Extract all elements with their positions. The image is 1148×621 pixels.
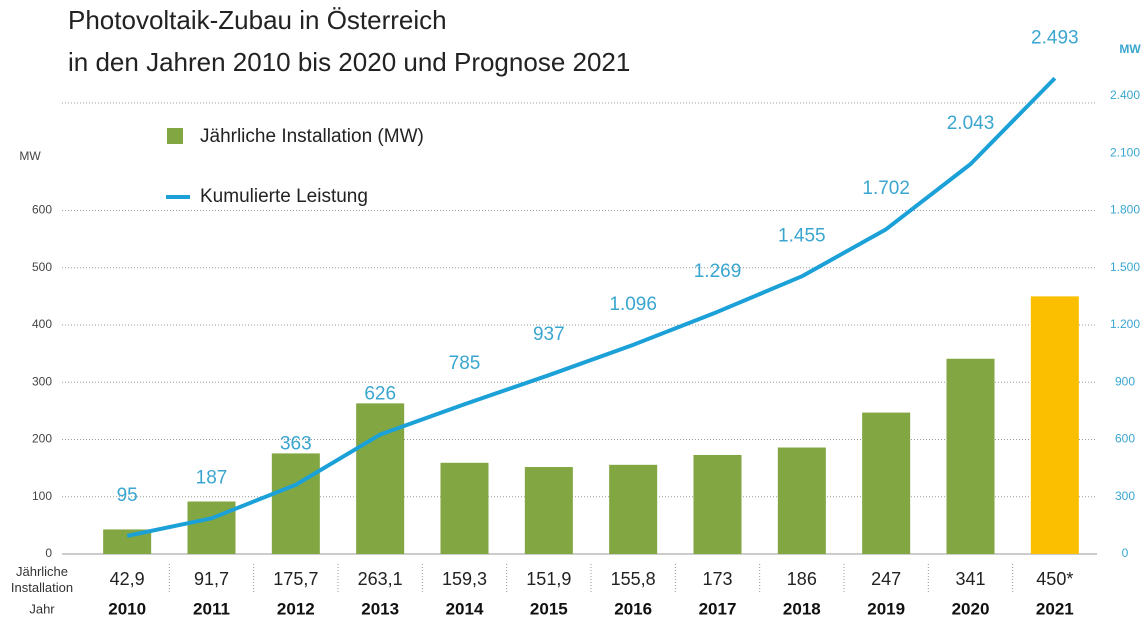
x-tick-label: 2016	[614, 599, 652, 618]
bar	[187, 501, 236, 554]
y-tick-label: 400	[32, 317, 52, 331]
x-tick-label: 2021	[1036, 599, 1074, 618]
y2-tick-label: 1.200	[1110, 317, 1140, 331]
y-tick-label: 600	[32, 203, 52, 217]
y-tick-label: 300	[32, 374, 52, 388]
y2-axis-label: MW	[1119, 42, 1141, 56]
bar	[1030, 296, 1079, 554]
y2-tick-label: 2.400	[1110, 88, 1140, 102]
bar-value-label: 91,7	[194, 569, 229, 589]
y-axis-label: MW	[19, 149, 41, 163]
bar	[524, 467, 573, 554]
row-label-categories: Jahr	[29, 601, 55, 616]
x-tick-label: 2012	[277, 599, 315, 618]
x-tick-label: 2020	[952, 599, 990, 618]
line-value-label: 1.455	[778, 225, 826, 246]
bar	[862, 412, 911, 554]
bar-value-label: 175,7	[273, 569, 318, 589]
x-tick-label: 2014	[446, 599, 484, 618]
line-value-label: 363	[280, 434, 312, 455]
bar	[440, 462, 489, 554]
legend-label: Jährliche Installation (MW)	[200, 126, 424, 147]
y2-tick-label: 600	[1115, 432, 1135, 446]
bar-value-label: 42,9	[110, 569, 145, 589]
legend-label: Kumulierte Leistung	[200, 186, 368, 207]
x-tick-label: 2010	[108, 599, 146, 618]
bar-value-label: 247	[871, 569, 901, 589]
bar-value-label: 159,3	[442, 569, 487, 589]
line-value-label: 937	[533, 324, 565, 345]
y2-tick-label: 300	[1115, 489, 1135, 503]
bar-value-label: 151,9	[526, 569, 571, 589]
y2-tick-label: 2.100	[1110, 145, 1140, 159]
y-tick-label: 200	[32, 432, 52, 446]
x-tick-label: 2011	[193, 599, 230, 618]
chart-title: Photovoltaik-Zubau in Österreich	[68, 5, 447, 35]
y-tick-label: 0	[45, 546, 52, 560]
y2-tick-label: 1.500	[1110, 260, 1140, 274]
bar	[356, 403, 405, 554]
bar-value-label: 450*	[1036, 569, 1073, 589]
bar-value-label: 173	[702, 569, 732, 589]
x-tick-label: 2017	[699, 599, 737, 618]
y-tick-label: 100	[32, 489, 52, 503]
line-value-label: 2.043	[947, 113, 995, 134]
line-value-label: 1.702	[862, 178, 910, 199]
bar	[693, 454, 742, 554]
line	[126, 76, 1057, 538]
x-tick-label: 2019	[867, 599, 905, 618]
bar	[777, 447, 826, 554]
x-tick-label: 2018	[783, 599, 821, 618]
bar	[946, 358, 995, 554]
y2-tick-label: 1.800	[1110, 203, 1140, 217]
line-value-label: 785	[449, 353, 481, 374]
y-tick-label: 500	[32, 260, 52, 274]
line-value-label: 626	[364, 384, 396, 405]
line-value-label: 95	[117, 485, 138, 506]
bar-value-label: 155,8	[611, 569, 656, 589]
line-value-label: 1.269	[694, 261, 742, 282]
bar	[609, 464, 658, 554]
line-value-label: 1.096	[609, 294, 657, 315]
bar-value-label: 186	[787, 569, 817, 589]
line-value-label: 2.493	[1031, 27, 1079, 48]
legend-swatch-bar	[167, 128, 183, 144]
bar-value-label: 263,1	[358, 569, 403, 589]
chart-subtitle: in den Jahren 2010 bis 2020 und Prognose…	[68, 47, 630, 77]
x-tick-label: 2013	[361, 599, 399, 618]
bar	[271, 453, 320, 554]
bar-value-label: 341	[955, 569, 985, 589]
y2-tick-label: 900	[1115, 374, 1135, 388]
x-tick-label: 2015	[530, 599, 568, 618]
y2-tick-label: 0	[1122, 546, 1129, 560]
line-value-label: 187	[196, 467, 228, 488]
row-label-values: Jährliche Installation	[11, 564, 73, 595]
